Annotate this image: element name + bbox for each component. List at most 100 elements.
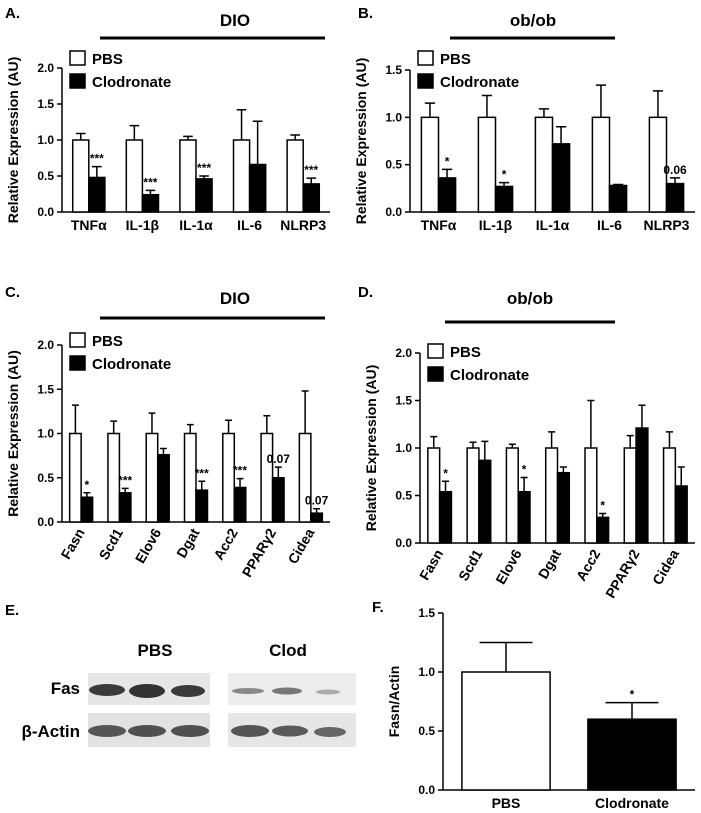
chart-title: ob/ob bbox=[507, 289, 553, 308]
bar bbox=[427, 447, 441, 544]
significance-label: *** bbox=[233, 464, 247, 478]
x-tick-label: IL-1α bbox=[179, 217, 213, 233]
bar bbox=[438, 490, 453, 544]
legend-swatch bbox=[427, 366, 444, 382]
y-tick-label: 1.5 bbox=[37, 97, 54, 111]
error-bar bbox=[75, 132, 86, 140]
error-bar bbox=[121, 487, 129, 493]
bar bbox=[232, 139, 251, 213]
y-tick-label: 1.0 bbox=[395, 441, 412, 455]
error-bar bbox=[83, 492, 91, 498]
x-tick-label: Acc2 bbox=[573, 546, 604, 583]
x-tick-label: Dgat bbox=[173, 525, 203, 560]
bar bbox=[635, 427, 649, 544]
legend-swatch bbox=[69, 332, 86, 348]
y-axis-label: Fasn/Actin bbox=[386, 666, 402, 738]
error-bar bbox=[225, 419, 232, 434]
significance-label: 0.07 bbox=[305, 494, 329, 508]
error-bar bbox=[638, 404, 646, 429]
error-bar bbox=[252, 120, 263, 165]
error-bar bbox=[129, 124, 140, 140]
bar bbox=[248, 163, 267, 213]
error-bar bbox=[508, 443, 516, 448]
error-bar bbox=[71, 404, 79, 434]
y-tick-label: 1.0 bbox=[418, 665, 435, 679]
error-bar bbox=[479, 641, 533, 672]
bar bbox=[420, 116, 440, 213]
bar bbox=[271, 477, 285, 523]
y-tick-label: 1.0 bbox=[385, 110, 402, 124]
significance-label: *** bbox=[304, 163, 318, 177]
x-tick-label: Elov6 bbox=[132, 525, 165, 566]
x-tick-label: Clodronate bbox=[595, 795, 669, 811]
error-bar bbox=[559, 466, 567, 473]
error-bar bbox=[669, 177, 681, 184]
y-tick-label: 1.0 bbox=[37, 427, 54, 441]
significance-label: 0.07 bbox=[267, 452, 291, 466]
panel-label: E. bbox=[5, 602, 19, 619]
error-bar bbox=[626, 434, 634, 448]
bar bbox=[302, 183, 321, 213]
x-tick-label: IL-1β bbox=[479, 217, 513, 233]
error-bar bbox=[110, 420, 118, 434]
y-tick-label: 0.5 bbox=[418, 724, 435, 738]
x-tick-label: Fasn bbox=[416, 547, 446, 583]
panel-label: C. bbox=[5, 284, 20, 301]
error-bar bbox=[160, 447, 167, 455]
significance-label: * bbox=[443, 466, 448, 480]
error-bar bbox=[599, 512, 607, 518]
legend-label: Clodronate bbox=[450, 367, 529, 384]
bar bbox=[505, 447, 519, 544]
x-tick-label: IL-6 bbox=[237, 217, 262, 233]
error-bar bbox=[595, 84, 607, 118]
bar bbox=[587, 718, 677, 791]
y-tick-label: 0.5 bbox=[37, 169, 54, 183]
error-bar bbox=[290, 134, 300, 140]
y-tick-label: 0.0 bbox=[418, 783, 435, 797]
significance-label: * bbox=[522, 462, 527, 476]
legend-swatch bbox=[69, 73, 86, 89]
blot-group: Clod bbox=[269, 641, 307, 660]
legend-label: PBS bbox=[450, 344, 481, 361]
x-tick-label: PPARγ2 bbox=[602, 546, 643, 600]
x-tick-label: Scd1 bbox=[95, 525, 126, 562]
error-bar bbox=[236, 477, 244, 488]
error-bar bbox=[587, 399, 595, 448]
x-tick-label: Scd1 bbox=[455, 546, 486, 583]
error-bar bbox=[313, 507, 321, 514]
bar bbox=[141, 193, 160, 213]
x-tick-label: PBS bbox=[492, 795, 521, 811]
bar bbox=[477, 116, 497, 213]
error-bar bbox=[274, 466, 282, 478]
y-tick-label: 1.0 bbox=[37, 133, 54, 147]
error-bar bbox=[301, 390, 309, 434]
bar bbox=[298, 432, 312, 523]
y-tick-label: 2.0 bbox=[395, 346, 412, 360]
error-bar bbox=[538, 108, 550, 118]
bar bbox=[222, 432, 236, 523]
bar bbox=[494, 185, 514, 213]
legend-label: PBS bbox=[92, 333, 123, 350]
y-tick-label: 0.5 bbox=[37, 471, 54, 485]
bar bbox=[478, 459, 492, 544]
error-bar bbox=[424, 102, 436, 118]
error-bar bbox=[92, 165, 102, 178]
error-bar bbox=[430, 435, 438, 448]
y-tick-label: 0.0 bbox=[395, 536, 412, 550]
legend-label: PBS bbox=[92, 51, 123, 68]
error-bar bbox=[605, 701, 659, 720]
chart-title: ob/ob bbox=[510, 11, 556, 30]
panel-label: A. bbox=[5, 5, 20, 22]
x-tick-label: TNFα bbox=[71, 217, 107, 233]
error-bar bbox=[555, 126, 567, 144]
error-bar bbox=[198, 480, 206, 491]
bar bbox=[233, 486, 247, 523]
y-tick-label: 0.5 bbox=[385, 158, 402, 172]
legend-swatch bbox=[427, 343, 444, 359]
y-tick-label: 0.0 bbox=[37, 205, 54, 219]
y-tick-label: 1.5 bbox=[385, 63, 402, 77]
bar bbox=[286, 139, 304, 213]
error-bar bbox=[263, 415, 271, 434]
bar bbox=[665, 182, 685, 213]
x-tick-label: NLRP3 bbox=[280, 217, 326, 233]
